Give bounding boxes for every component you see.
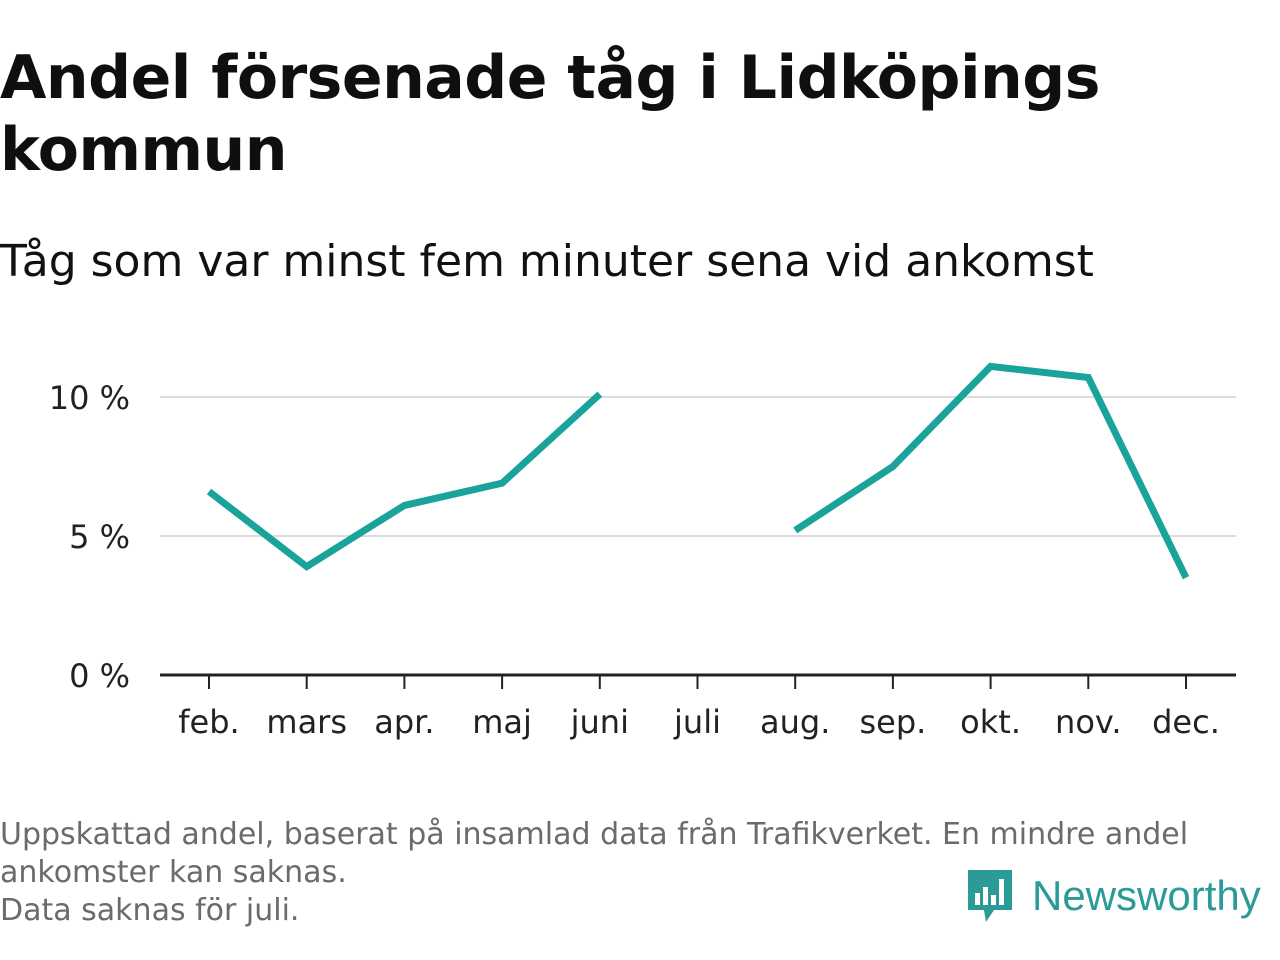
x-tick-label: aug. (760, 703, 830, 741)
x-tick-label: mars (266, 703, 347, 741)
chart-subtitle: Tåg som var minst fem minuter sena vid a… (0, 236, 1094, 287)
x-tick-label: apr. (374, 703, 434, 741)
x-tick-label: dec. (1152, 703, 1220, 741)
series-line (206, 391, 603, 571)
y-tick-label: 0 % (69, 657, 130, 695)
series-line (793, 362, 1190, 580)
x-tick-label: nov. (1055, 703, 1121, 741)
x-tick-label: juni (570, 703, 629, 741)
x-tick-label: maj (472, 703, 532, 741)
chart-title: Andel försenade tåg i Lidköpings kommun (0, 43, 1100, 185)
x-tick-label: sep. (859, 703, 926, 741)
x-tick-label: feb. (178, 703, 239, 741)
footnote-missing-data: Data saknas för juli. (0, 893, 300, 928)
footnote-source: Uppskattad andel, baserat på insamlad da… (0, 817, 1189, 890)
newsworthy-logo-icon (968, 870, 1012, 922)
footnote: Uppskattad andel, baserat på insamlad da… (0, 816, 1270, 930)
line-chart: 0 % 5 % 10 % feb. mars apr. maj juni juli aug. sep… (49, 362, 1236, 741)
x-tick-label: juli (673, 703, 721, 741)
brand-logo: Newsworthy (964, 864, 1261, 928)
y-tick-label: 10 % (49, 379, 130, 417)
x-tick-label: okt. (960, 703, 1021, 741)
y-tick-label: 5 % (69, 518, 130, 556)
brand-name: Newsworthy (1032, 872, 1261, 919)
